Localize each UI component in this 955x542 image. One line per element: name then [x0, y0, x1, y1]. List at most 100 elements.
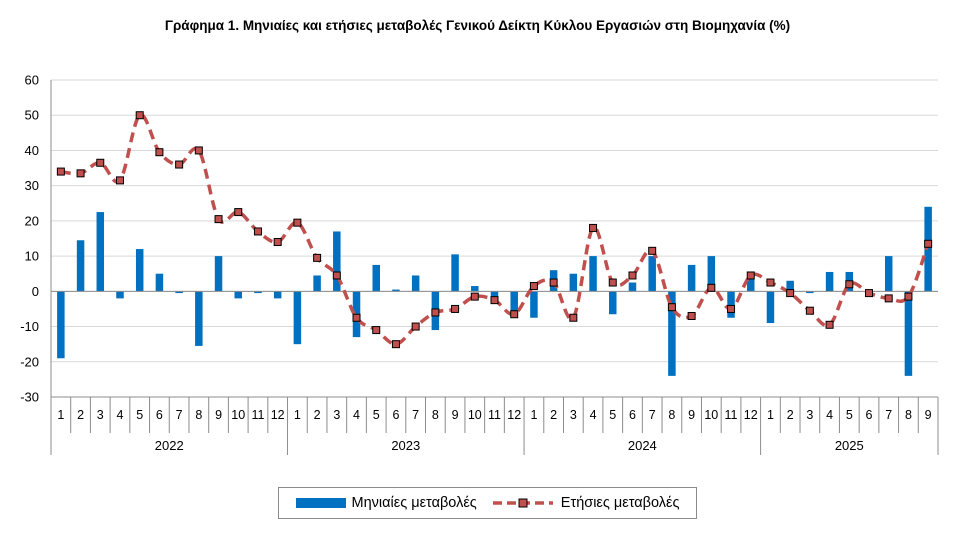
line-marker [608, 278, 617, 287]
line-marker [451, 304, 460, 313]
x-year-label: 2024 [628, 438, 657, 453]
bar-monthly [825, 271, 834, 292]
bar-monthly [569, 273, 578, 292]
line-marker [490, 296, 499, 305]
legend-bar-swatch [295, 498, 346, 508]
bar-monthly [76, 240, 85, 292]
x-category-label: 4 [117, 408, 124, 422]
bar-monthly [273, 291, 282, 299]
x-category-label: 2 [77, 408, 84, 422]
line-marker [76, 169, 85, 178]
line-marker [175, 160, 184, 169]
legend-item-monthly: Μηνιαίες μεταβολές [295, 495, 477, 511]
line-marker [431, 308, 440, 317]
line-marker [352, 313, 361, 322]
x-category-label: 1 [767, 408, 774, 422]
x-category-label: 9 [688, 408, 695, 422]
line-marker [865, 289, 874, 298]
x-year-label: 2023 [391, 438, 420, 453]
legend-label-annual: Ετήσιες μεταβολές [560, 495, 680, 511]
y-tick-label: 60 [25, 73, 39, 88]
bar-monthly [214, 256, 223, 292]
bar-monthly [687, 264, 696, 292]
x-category-label: 7 [176, 408, 183, 422]
bar-monthly [648, 256, 656, 292]
legend-label-monthly: Μηνιαίες μεταβολές [351, 495, 477, 511]
line-marker [214, 215, 223, 224]
x-category-label: 2 [314, 408, 321, 422]
bar-monthly [904, 291, 913, 376]
bar-monthly [96, 212, 105, 292]
x-category-label: 11 [488, 408, 501, 422]
line-marker [589, 223, 598, 232]
x-axis-categories: 1 2 3 4 5 6 7 8 9 10 11 12 1 2 3 4 5 6 7 8 9 10 11 12 1 2 3 4 5 6 7 8 9 1… [57, 397, 932, 455]
x-category-label: 11 [251, 408, 264, 422]
x-year-label: 2025 [835, 438, 864, 453]
x-category-label: 3 [333, 408, 340, 422]
bar-monthly [924, 206, 932, 292]
x-category-label: 8 [195, 408, 202, 422]
x-category-label: 4 [353, 408, 360, 422]
line-marker [391, 340, 400, 349]
y-tick-label: 10 [25, 249, 39, 264]
bar-monthly [195, 291, 203, 346]
bar-monthly [135, 249, 144, 292]
line-marker [332, 271, 341, 280]
bar-monthly [155, 273, 164, 292]
x-category-label: 12 [271, 408, 285, 422]
bar-monthly [392, 289, 400, 292]
y-axis-ticks: 60 50 40 30 20 10 0 -10 -20 -30 [20, 73, 39, 405]
bar-monthly [333, 231, 341, 292]
x-category-label: 2 [787, 408, 794, 422]
line-marker [628, 271, 637, 280]
x-category-label: 8 [432, 408, 439, 422]
x-category-label: 7 [649, 408, 656, 422]
x-category-label: 3 [806, 408, 813, 422]
x-category-label: 10 [468, 408, 482, 422]
x-category-label: 3 [570, 408, 577, 422]
line-marker [470, 292, 479, 301]
line-marker [135, 111, 144, 120]
y-tick-label: -30 [20, 390, 39, 405]
x-category-label: 6 [156, 408, 163, 422]
line-marker [825, 320, 834, 329]
x-category-label: 6 [866, 408, 873, 422]
x-category-label: 6 [392, 408, 399, 422]
line-marker [786, 289, 795, 298]
bar-monthly [471, 286, 479, 292]
line-marker [253, 227, 262, 236]
line-marker [56, 167, 65, 176]
line-marker [234, 208, 243, 217]
line-marker [766, 278, 775, 287]
x-category-label: 7 [412, 408, 419, 422]
bar-monthly [372, 264, 380, 292]
legend: Μηνιαίες μεταβολές Ετήσιες μεταβολές [278, 487, 697, 519]
x-category-label: 1 [530, 408, 537, 422]
x-category-label: 9 [925, 408, 932, 422]
x-category-label: 12 [507, 408, 521, 422]
line-marker [845, 280, 854, 289]
line-marker [805, 306, 814, 315]
y-tick-label: 50 [25, 108, 39, 123]
bar-monthly [786, 280, 794, 292]
x-category-label: 2 [550, 408, 557, 422]
line-marker [687, 311, 696, 320]
legend-line-swatch [492, 498, 553, 508]
bar-monthly [746, 279, 755, 292]
bar-monthly [609, 291, 617, 315]
y-tick-label: 20 [25, 213, 39, 228]
x-category-label: 8 [905, 408, 912, 422]
bar-monthly [293, 291, 302, 345]
x-category-label: 3 [97, 408, 104, 422]
y-tick-label: 40 [25, 143, 39, 158]
x-category-label: 11 [725, 408, 738, 422]
bar-monthly [234, 291, 243, 299]
x-category-label: 5 [609, 408, 616, 422]
y-tick-label: -20 [20, 354, 39, 369]
line-marker [904, 292, 913, 301]
bar-monthly [707, 256, 716, 292]
x-category-label: 7 [885, 408, 892, 422]
bar-monthly [589, 256, 597, 292]
bar-monthly [313, 275, 321, 292]
x-category-label: 5 [846, 408, 853, 422]
